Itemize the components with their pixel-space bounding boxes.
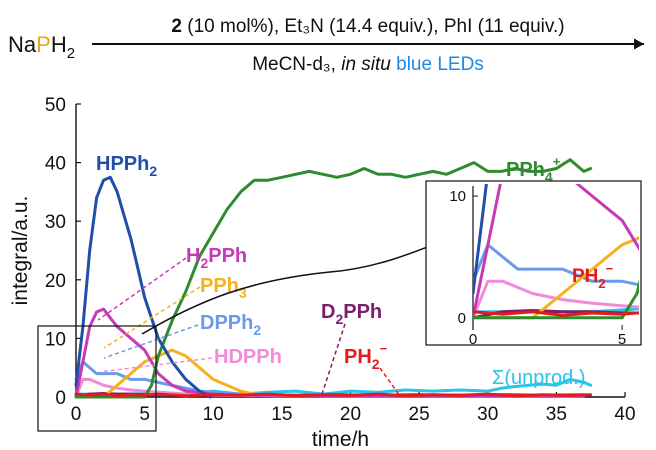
series-label-h2pph: H2PPh [186,245,247,271]
series-line-hpph2 [74,175,212,399]
inset-x-tick-label: 0 [469,331,477,348]
inset-series-line-dpph2 [473,243,639,287]
series-label-ph2: PH2− [344,341,388,372]
x-axis-label: time/h [312,428,369,450]
inset-series-line-hdpph [473,279,639,320]
reagent-phosphorus: P [36,32,51,57]
series-label-dpph2: DPPh2 [200,312,261,338]
zoom-region-box [37,325,157,432]
series-label-hdpph: HDPPh [214,346,282,368]
series-label-d2pph: D2PPh [321,301,382,327]
x-tick-label: 25 [409,404,430,425]
inset-y-tick-label: 0 [458,310,466,327]
reagent-formula: NaPH2 [8,32,75,62]
y-tick-label: 30 [45,212,66,233]
x-tick-label: 0 [71,404,82,425]
main-plot-series [74,158,593,399]
leader-line-dpph2 [103,324,199,359]
series-label-pph4: PPh4+ [506,154,561,185]
inset-series-line-ph2 [473,310,639,317]
inset-y-tick-label: 10 [449,188,466,205]
x-tick-label: 40 [614,404,635,425]
x-tick-label: 20 [340,404,361,425]
reaction-arrowhead [634,38,644,50]
leader-line-d2pph [321,323,346,395]
series-label-unprod: Σ(unprod.) [492,367,586,389]
series-line-ph2 [74,392,593,398]
x-tick-label: 15 [271,404,292,425]
main-plot-axes: 0 5 10 15 20 25 30 35 4001020304050time/hintegra… [9,95,636,450]
y-tick-label: 10 [45,329,66,350]
inset-series-line-d2pph [473,309,639,320]
y-tick-label: 0 [55,388,66,409]
inset-series [473,184,639,320]
inset-series-line-pph3 [473,236,639,320]
main-plot-series-labels: PPh4+ HPPh2 H2PPh PPh3 DPPh2 HDPPh D2PPh PH2− Σ(… [96,153,586,397]
y-tick-label: 40 [45,154,66,175]
y-tick-label: 50 [45,95,66,116]
inset-series-line-h2pph [473,184,639,320]
inset-axes: 0 5 0 10 [449,186,626,348]
series-line-pph4 [74,158,593,399]
reaction-scheme: NaPH2 2 (10 mol%), Et₃N (14.4 equiv.), P… [8,16,644,75]
x-tick-label: 5 [139,404,150,425]
inset-x-tick-label: 5 [618,331,626,348]
series-line-h2pph [74,307,586,399]
inset-labels: PH2− [572,261,614,291]
reaction-conditions-bottom: MeCN-d₃, in situ blue LEDs [252,54,484,75]
series-label-pph3: PPh3 [200,275,247,301]
leader-line-ph2 [379,367,401,397]
y-tick-label: 20 [45,271,66,292]
x-tick-label: 30 [477,404,498,425]
series-label-hpph2: HPPh2 [96,153,157,179]
x-tick-label: 10 [203,404,224,425]
reaction-conditions-top: 2 (10 mol%), Et₃N (14.4 equiv.), PhI (11… [171,16,564,37]
leader-line-h2pph [97,257,187,321]
leader-line-pph3 [103,286,201,349]
x-tick-label: 35 [546,404,567,425]
y-axis-label: integral/a.u. [9,196,32,306]
zoom-arrow [141,229,471,335]
inset-series-label-ph2: PH2− [572,261,614,291]
